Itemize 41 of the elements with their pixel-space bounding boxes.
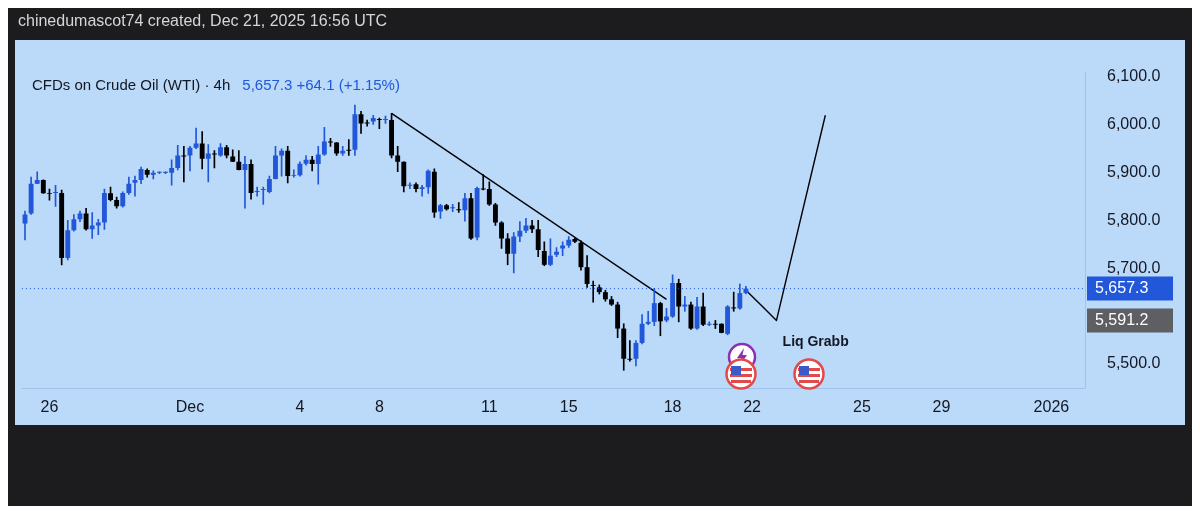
annotation: Liq Grabb [782, 332, 849, 349]
candlestick [419, 184, 425, 197]
x-tick-label: 8 [374, 398, 384, 416]
text: chinedumascot74 created, Dec 21, 2025 16:56 UTC [18, 12, 388, 30]
candlestick [682, 296, 688, 312]
candlestick [456, 202, 462, 213]
candlestick [315, 146, 321, 185]
x-tick-label: Dec [175, 398, 205, 416]
candlestick [645, 310, 651, 326]
chart-subtitle: 5,657.3 +64.1 (+1.15%) [242, 75, 400, 93]
candlestick [181, 146, 187, 183]
text: 5,591.2 [1095, 310, 1149, 328]
x-tick-label: 18 [663, 398, 682, 416]
candlestick [590, 280, 596, 303]
x-tick-label: 29 [932, 398, 951, 416]
candlestick [89, 212, 95, 239]
candlestick [364, 119, 370, 127]
y-tick-label: 5,500.0 [1107, 354, 1161, 372]
y-tick-label: 5,700.0 [1107, 258, 1161, 276]
x-tick-label: 11 [481, 398, 498, 416]
y-tick-label: 5,900.0 [1107, 162, 1161, 180]
y-tick-label: 5,800.0 [1107, 210, 1161, 228]
candlestick [193, 127, 199, 150]
candlestick [291, 169, 297, 178]
x-tick-label: 25 [853, 398, 871, 416]
ref-line-label: 5,657.3 [1095, 279, 1149, 297]
candlestick [407, 182, 413, 189]
candlestick [731, 291, 737, 312]
y-tick-label: 6,000.0 [1107, 114, 1161, 132]
x-tick-label: 15 [559, 398, 578, 416]
x-tick-label: 26 [40, 398, 59, 416]
candlestick [242, 156, 248, 209]
candlestick [205, 144, 211, 183]
x-tick-label: 4 [295, 398, 305, 416]
y-tick-label: 6,100.0 [1107, 66, 1161, 84]
x-tick-label: 22 [743, 398, 762, 416]
chart-title: CFDs on Crude Oil (WTI) · 4h [31, 75, 231, 93]
x-tick-label: 2026 [1033, 398, 1070, 416]
candlestick [627, 340, 633, 362]
candlestick [346, 139, 352, 156]
candlestick [254, 186, 260, 197]
